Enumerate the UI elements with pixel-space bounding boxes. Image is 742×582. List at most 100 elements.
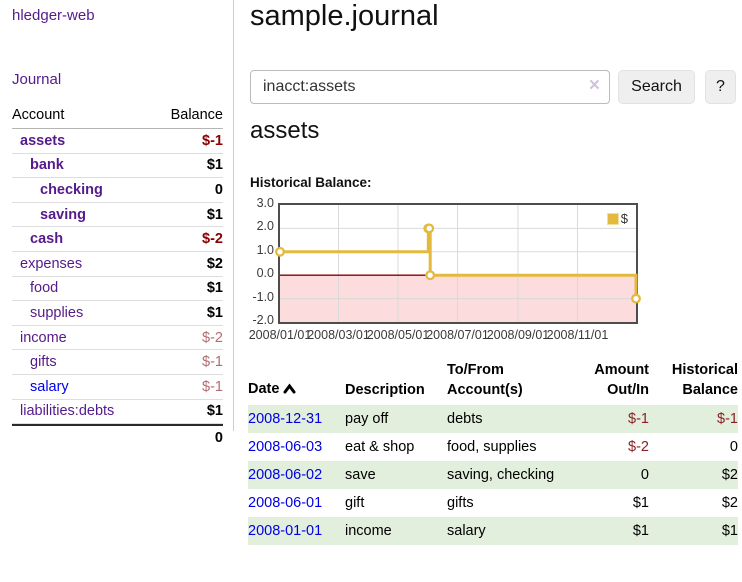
transaction-row: 2008-06-02 save saving, checking 0 $2 <box>248 461 738 489</box>
transaction-date-cell: 2008-01-01 <box>248 517 345 545</box>
sort-asc-icon <box>283 381 296 401</box>
transaction-amount-cell: 0 <box>640 467 649 483</box>
account-column-header: Account <box>12 107 65 123</box>
transaction-balance-cell: 0 <box>729 439 738 455</box>
transaction-row: 2008-06-01 gift gifts $1 $2 <box>248 489 738 517</box>
account-total-row: 0 <box>12 424 223 449</box>
x-axis-tick-label: 2008/03/01 <box>307 328 370 342</box>
transaction-date-link[interactable]: 2008-06-01 <box>248 495 323 511</box>
account-link[interactable]: saving <box>40 206 86 223</box>
column-header-description: Description <box>345 381 425 398</box>
y-axis-tick-label: -1.0 <box>252 289 274 304</box>
transaction-accounts-cell: saving, checking <box>447 467 555 483</box>
transaction-row: 2008-06-03 eat & shop food, supplies $-2 0 <box>248 433 738 461</box>
account-balance: $-2 <box>202 231 223 248</box>
transaction-balance-cell: $2 <box>721 495 738 511</box>
account-balance: $-2 <box>202 329 223 346</box>
page-title: sample.journal <box>250 0 439 32</box>
transaction-balance-cell: $-1 <box>717 411 738 427</box>
transaction-amount-cell: $1 <box>632 523 649 539</box>
account-tree: assets $-1 bank $1 checking 0 saving $1 cash $-2 e… <box>12 129 223 425</box>
search-button[interactable]: Search <box>618 70 695 104</box>
x-axis-tick-label: 2008/05/01 <box>366 328 430 342</box>
account-link[interactable]: checking <box>40 181 103 198</box>
clear-search-icon[interactable]: × <box>588 75 600 96</box>
account-link[interactable]: expenses <box>20 255 83 272</box>
y-axis-tick-label: 3.0 <box>256 196 274 210</box>
transaction-amount-cell: $-1 <box>628 411 649 427</box>
account-balance: $1 <box>206 206 223 223</box>
transactions-table: Date Description To/From Account(s) Amou… <box>248 358 738 545</box>
transaction-description-cell: pay off <box>345 411 389 427</box>
y-axis-tick-label: -2.0 <box>252 313 274 327</box>
account-link[interactable]: gifts <box>30 354 57 371</box>
account-total-value: 0 <box>214 429 223 446</box>
app-title-link[interactable]: hledger-web <box>12 7 95 24</box>
column-header-accounts: To/From Account(s) <box>447 362 523 398</box>
sidebar-item-journal[interactable]: Journal <box>12 71 62 88</box>
transaction-balance-cell: $1 <box>721 523 738 539</box>
account-row: saving $1 <box>12 203 223 228</box>
transaction-accounts-cell: gifts <box>447 495 474 511</box>
transaction-description-cell: income <box>345 523 392 539</box>
transaction-description-cell: save <box>345 467 376 483</box>
account-link[interactable]: liabilities:debts <box>20 403 115 420</box>
transaction-date-link[interactable]: 2008-06-02 <box>248 467 323 483</box>
transaction-row: 2008-12-31 pay off debts $-1 $-1 <box>248 405 738 433</box>
account-row: checking 0 <box>12 178 223 203</box>
balance-chart-svg <box>275 205 641 322</box>
account-row: assets $-1 <box>12 129 223 154</box>
account-link[interactable]: bank <box>30 157 64 174</box>
transaction-accounts-cell: food, supplies <box>447 439 537 455</box>
transaction-amount-cell: $-2 <box>628 439 649 455</box>
account-link[interactable]: assets <box>20 132 66 149</box>
account-link[interactable]: salary <box>30 378 69 395</box>
transaction-date-link[interactable]: 2008-06-03 <box>248 439 323 455</box>
balance-column-header: Balance <box>170 107 223 123</box>
y-axis-tick-label: 2.0 <box>256 219 274 234</box>
account-row: cash $-2 <box>12 227 223 252</box>
transaction-balance-cell: $2 <box>721 467 738 483</box>
account-link[interactable]: income <box>20 329 67 346</box>
account-row: income $-2 <box>12 326 223 351</box>
column-header-date[interactable]: Date <box>248 358 345 405</box>
transaction-date-cell: 2008-06-01 <box>248 489 345 517</box>
account-balance: $2 <box>206 255 223 272</box>
account-row: expenses $2 <box>12 252 223 277</box>
account-row: salary $-1 <box>12 375 223 400</box>
legend-series-label: $ <box>620 211 628 226</box>
transaction-description-cell: gift <box>345 495 365 511</box>
legend-swatch-icon <box>606 212 619 225</box>
account-link[interactable]: cash <box>30 231 64 248</box>
search-bar: × Search ? <box>250 70 736 104</box>
account-row: bank $1 <box>12 154 223 179</box>
date-header-label: Date <box>248 380 280 397</box>
chart: $ 3.0 2.0 1.0 0.0 -1.0 -2.0 2008/01/01 2008/03/… <box>248 196 738 347</box>
search-input[interactable] <box>250 70 610 104</box>
account-row: food $1 <box>12 277 223 302</box>
account-balance: $1 <box>206 403 223 420</box>
account-link[interactable]: food <box>30 280 59 297</box>
transaction-date-link[interactable]: 2008-01-01 <box>248 523 323 539</box>
search-input-wrap: × <box>250 70 610 104</box>
sidebar: hledger-web Journal Account Balance asse… <box>0 0 234 446</box>
account-link[interactable]: supplies <box>30 304 84 321</box>
account-balance: 0 <box>214 181 223 198</box>
transaction-date-link[interactable]: 2008-12-31 <box>248 411 323 427</box>
main-content: sample.journal × Search ? assets Histori… <box>248 0 738 582</box>
transaction-row: 2008-01-01 income salary $1 $1 <box>248 517 738 545</box>
transaction-date-cell: 2008-06-02 <box>248 461 345 489</box>
transaction-description-cell: eat & shop <box>345 439 415 455</box>
transaction-amount-cell: $1 <box>632 495 649 511</box>
account-balance: $-1 <box>202 132 223 149</box>
x-axis-tick-label: 2008/09/01 <box>486 328 550 342</box>
account-balance: $-1 <box>202 354 223 371</box>
help-button[interactable]: ? <box>705 70 736 104</box>
account-balance-table: Account Balance assets $-1 bank $1 checking 0… <box>12 107 223 449</box>
column-header-amount: Amount Out/In <box>594 362 649 398</box>
y-axis-tick-label: 1.0 <box>256 242 274 257</box>
account-balance: $1 <box>206 280 223 297</box>
transaction-date-cell: 2008-06-03 <box>248 433 345 461</box>
x-axis-tick-label: 2008/11/01 <box>546 328 609 342</box>
chart-title: Historical Balance: <box>250 175 372 190</box>
